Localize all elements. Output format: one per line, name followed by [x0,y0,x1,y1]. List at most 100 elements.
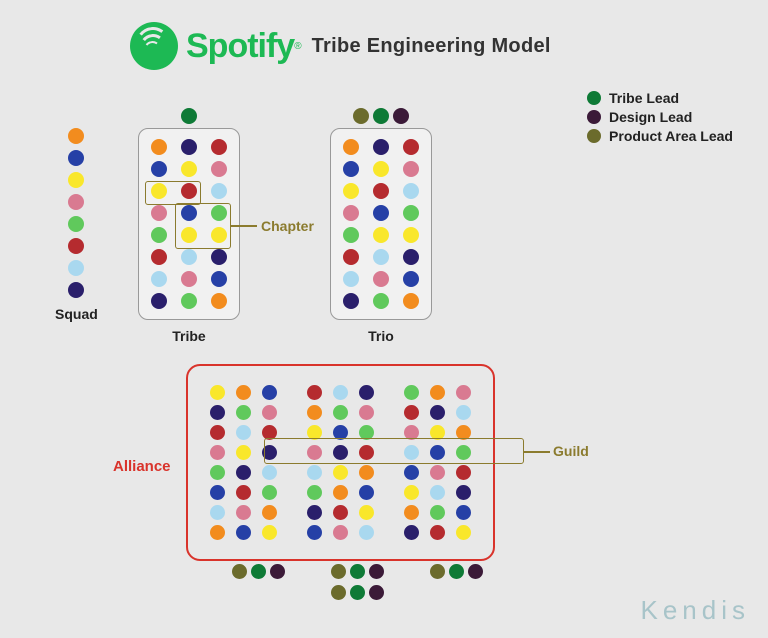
member-dot [373,139,389,155]
member-dot [210,525,225,540]
member-dot [262,425,277,440]
member-dot [151,205,167,221]
member-dot [307,425,322,440]
member-dot [181,108,197,124]
member-dot [262,525,277,540]
member-dot [151,183,167,199]
member-dot [151,161,167,177]
member-dot [151,227,167,243]
member-dot [262,385,277,400]
member-dot [449,564,464,579]
member-dot [333,445,348,460]
member-dot [270,564,285,579]
member-dot [373,183,389,199]
member-dot [369,564,384,579]
member-dot [359,465,374,480]
member-dot [211,249,227,265]
member-dot [373,161,389,177]
member-dot [68,238,84,254]
member-dot [210,465,225,480]
page-title: Tribe Engineering Model [312,35,551,58]
member-dot [373,293,389,309]
member-dot [262,405,277,420]
member-dot [236,445,251,460]
member-dot [404,525,419,540]
member-dot [359,505,374,520]
legend-row: Tribe Lead [587,90,733,106]
brand-registered: ® [294,41,301,52]
member-dot [343,139,359,155]
alliance-column [333,385,348,540]
member-dot [232,564,247,579]
legend-dot [587,129,601,143]
member-dot [373,249,389,265]
member-dot [359,445,374,460]
member-dot [333,385,348,400]
member-dot [211,271,227,287]
member-dot [211,183,227,199]
member-dot [403,161,419,177]
member-dot [373,205,389,221]
member-dot [68,128,84,144]
member-dot [393,108,409,124]
header: Spotify ® Tribe Engineering Model [130,22,551,70]
legend-dot [587,110,601,124]
member-dot [151,139,167,155]
member-dot [359,425,374,440]
member-dot [181,183,197,199]
alliance-column [456,385,471,540]
trio-box [330,128,432,320]
member-dot [456,425,471,440]
member-dot [251,564,266,579]
trio-column [343,139,359,309]
member-dot [404,445,419,460]
unit-leads [430,564,483,579]
member-dot [430,385,445,400]
alliance-unit [394,376,481,549]
member-dot [456,505,471,520]
member-dot [430,465,445,480]
member-dot [151,293,167,309]
member-dot [333,425,348,440]
member-dot [211,161,227,177]
legend-label: Product Area Lead [609,128,733,144]
alliance-column [210,385,225,540]
member-dot [236,425,251,440]
member-dot [181,161,197,177]
alliance-leads-bottom [186,564,528,600]
member-dot [343,205,359,221]
member-dot [307,505,322,520]
member-dot [373,271,389,287]
member-dot [307,465,322,480]
alliance-column [236,385,251,540]
member-dot [151,271,167,287]
member-dot [359,385,374,400]
member-dot [262,465,277,480]
member-dot [456,465,471,480]
legend: Tribe Lead Design Lead Product Area Lead [587,90,733,147]
member-dot [262,485,277,500]
member-dot [430,425,445,440]
tribe-column [211,139,227,309]
unit-leads [232,564,285,579]
legend-label: Tribe Lead [609,90,679,106]
alliance-column [359,385,374,540]
member-dot [307,445,322,460]
guild-connector [524,451,550,453]
member-dot [403,271,419,287]
member-dot [359,485,374,500]
legend-label: Design Lead [609,109,692,125]
member-dot [343,271,359,287]
member-dot [307,485,322,500]
member-dot [331,564,346,579]
member-dot [210,405,225,420]
member-dot [211,293,227,309]
chapter-label: Chapter [261,218,314,234]
member-dot [211,227,227,243]
member-dot [333,465,348,480]
member-dot [430,564,445,579]
trio-column [373,139,389,309]
member-dot [359,405,374,420]
member-dot [307,525,322,540]
member-dot [403,183,419,199]
